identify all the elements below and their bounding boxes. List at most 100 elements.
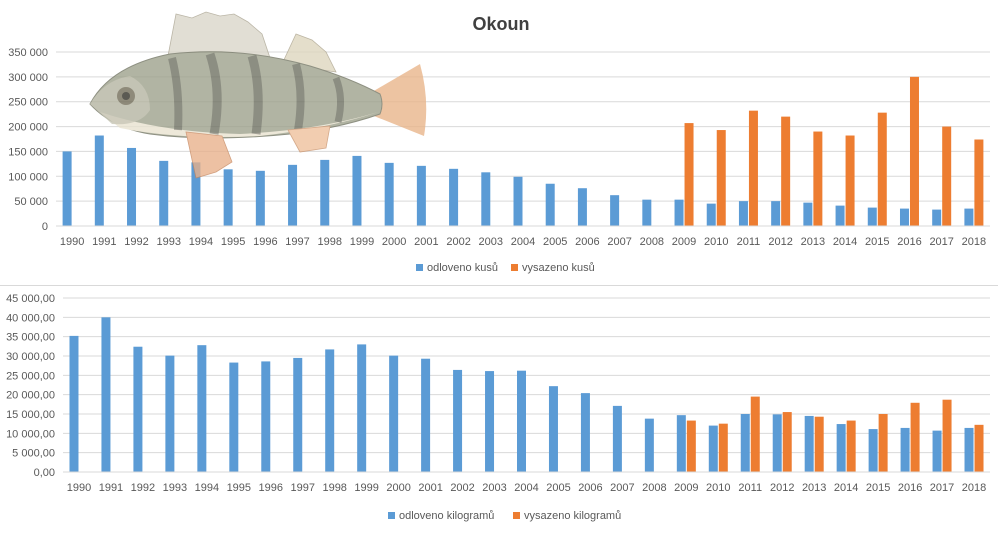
bar-caught-1996: [261, 361, 271, 472]
x-tick-label: 2010: [706, 482, 730, 494]
bar-caught-2001: [416, 165, 426, 226]
bar-chart-pieces: 0 50 000 100 000 150 000 200 000 250 000 300 0…: [8, 11, 990, 274]
y-tick-label: 20 000,00: [6, 390, 55, 402]
bar-caught-1991: [101, 317, 111, 472]
bar-caught-1999: [357, 344, 367, 472]
bar-caught-2009: [676, 415, 686, 472]
x-tick-label: 2017: [929, 236, 953, 248]
bar-caught-2008: [644, 418, 654, 472]
bar-caught-2008: [642, 199, 652, 226]
legend-swatch: [513, 512, 520, 519]
x-tick-label: 1990: [60, 236, 84, 248]
fish-pupil: [122, 92, 130, 100]
bar-caught-2018: [964, 427, 974, 472]
bar-caught-2002: [453, 369, 463, 472]
legend-swatch: [416, 264, 423, 271]
x-tick-label: 1992: [124, 236, 148, 248]
x-tick-label: 2016: [898, 482, 922, 494]
fish-anal-fin: [287, 125, 331, 153]
x-tick-label: 1990: [67, 482, 91, 494]
bar-caught-2003: [481, 172, 491, 226]
bar-caught-1999: [352, 155, 362, 226]
perch-fish-image: [89, 11, 427, 179]
bar-caught-1996: [255, 170, 265, 226]
bar-caught-2016: [900, 427, 910, 472]
bar-caught-2011: [740, 414, 750, 472]
bar-caught-2005: [548, 386, 558, 472]
bar-stocked-2014: [845, 135, 855, 226]
x-tick-label: 2012: [768, 236, 792, 248]
bar-caught-2009: [674, 199, 684, 226]
bar-caught-2015: [867, 207, 877, 226]
fish-body: [89, 51, 383, 139]
bar-caught-1998: [325, 349, 335, 472]
y-tick-label: 250 000: [8, 97, 48, 109]
x-tick-label: 1997: [290, 482, 314, 494]
x-tick-label: 2002: [450, 482, 474, 494]
bar-caught-1990: [62, 151, 72, 226]
x-tick-label: 2014: [833, 236, 857, 248]
x-tick-label: 2018: [962, 482, 986, 494]
bar-caught-2002: [449, 168, 459, 226]
bar-stocked-2010: [716, 130, 726, 226]
bar-caught-2007: [610, 195, 620, 226]
x-tick-label: 2002: [446, 236, 470, 248]
y-tick-label: 25 000,00: [6, 370, 55, 382]
x-tick-label: 2013: [802, 482, 826, 494]
x-tick-label: 2016: [897, 236, 921, 248]
fish-stripe: [332, 76, 345, 123]
x-tick-label: 1994: [189, 236, 213, 248]
x-tick-label: 2018: [962, 236, 986, 248]
bar-caught-2000: [389, 355, 399, 472]
bar-caught-2013: [804, 415, 814, 472]
x-tick-label: 2007: [607, 236, 631, 248]
x-tick-label: 2004: [514, 482, 538, 494]
bar-stocked-2013: [814, 416, 824, 472]
bar-caught-1993: [165, 355, 175, 472]
bar-stocked-2018: [974, 424, 984, 472]
x-tick-label: 1995: [221, 236, 245, 248]
legend-label: odloveno kilogramů: [399, 510, 494, 522]
x-tick-label: 2003: [479, 236, 503, 248]
y-tick-label: 35 000,00: [6, 332, 55, 344]
y-tick-label: 0,00: [34, 467, 55, 479]
x-tick-label: 2006: [578, 482, 602, 494]
x-tick-label: 1992: [131, 482, 155, 494]
bar-caught-2001: [421, 358, 431, 472]
bar-caught-1997: [288, 164, 298, 226]
y-tick-label: 30 000,00: [6, 351, 55, 363]
legend: odloveno kusů vysazeno kusů: [416, 262, 595, 274]
y-tick-label: 100 000: [8, 171, 48, 183]
bar-stocked-2015: [877, 112, 887, 226]
fish-stripe: [205, 52, 222, 135]
fish-stripe: [247, 54, 263, 135]
bar-caught-2004: [513, 176, 523, 226]
x-tick-label: 2015: [865, 236, 889, 248]
chart-panel-kilograms: 0,00 5 000,00 10 000,00 15 000,00 20 000,00 2…: [0, 287, 998, 541]
bar-stocked-2009: [686, 420, 696, 472]
bar-stocked-2016: [909, 76, 919, 226]
x-tick-label: 1999: [354, 482, 378, 494]
x-tick-label: 2003: [482, 482, 506, 494]
y-tick-label: 15 000,00: [6, 409, 55, 421]
bar-caught-2015: [868, 429, 878, 472]
x-tick-label: 1997: [285, 236, 309, 248]
x-tick-label: 2005: [543, 236, 567, 248]
bar-stocked-2010: [718, 423, 728, 472]
fish-dorsal-fin: [167, 11, 271, 59]
x-tick-label: 2009: [672, 236, 696, 248]
bar-caught-1990: [69, 335, 79, 472]
bar-caught-2007: [612, 405, 622, 472]
x-tick-label: 2000: [382, 236, 406, 248]
x-tick-label: 2013: [801, 236, 825, 248]
bar-caught-1997: [293, 357, 303, 472]
x-tick-label: 1998: [318, 236, 342, 248]
legend-label: odloveno kusů: [427, 262, 498, 274]
bar-caught-2017: [932, 430, 942, 472]
fish-belly: [100, 112, 378, 137]
bar-caught-1992: [127, 147, 137, 226]
x-tick-label: 1994: [195, 482, 219, 494]
bar-stocked-2014: [846, 420, 856, 472]
y-tick-label: 350 000: [8, 47, 48, 59]
bar-caught-1993: [159, 160, 169, 226]
